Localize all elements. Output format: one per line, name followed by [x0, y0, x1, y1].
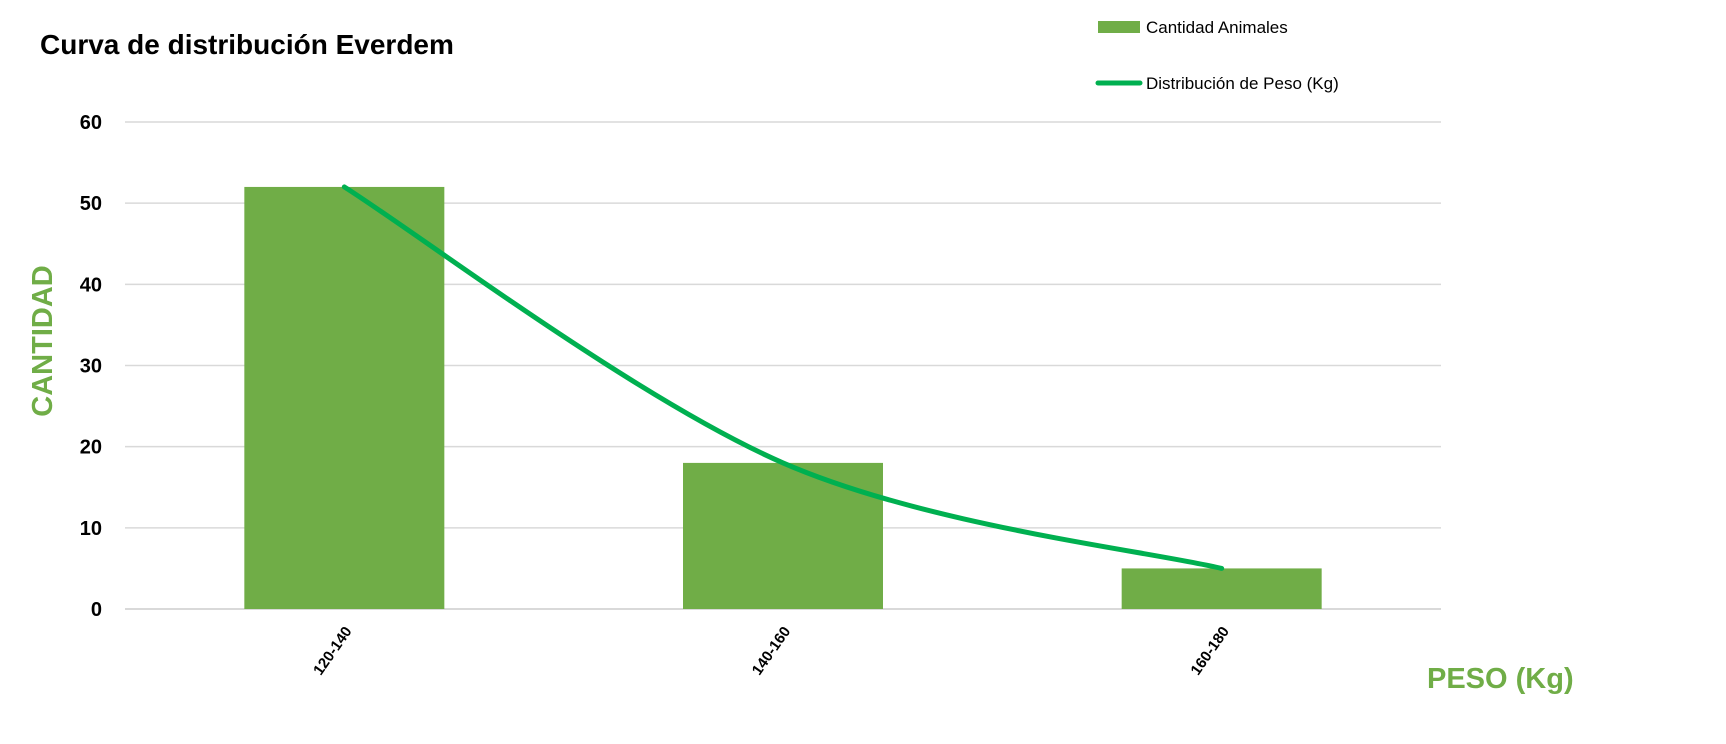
y-axis-ticks: 0 10 20 30 40 50 60 [80, 112, 102, 621]
x-tick-label: 120-140 [310, 624, 356, 679]
y-tick-label: 10 [80, 518, 102, 540]
legend-bar-swatch [1098, 21, 1140, 33]
legend-line-label: Distribución de Peso (Kg) [1146, 74, 1339, 93]
y-tick-label: 50 [80, 193, 102, 215]
x-tick-label: 140-160 [749, 624, 795, 679]
chart-title: Curva de distribución Everdem [40, 29, 454, 60]
bar-140-160 [683, 462, 883, 609]
bar-160-180 [1121, 568, 1322, 609]
legend-bar-label: Cantidad Animales [1146, 18, 1288, 37]
legend: Cantidad Animales Distribución de Peso (… [1095, 18, 1339, 93]
y-tick-label: 30 [80, 356, 102, 378]
bar-120-140 [244, 186, 445, 609]
y-tick-label: 60 [80, 112, 102, 134]
x-tick-label: 160-180 [1187, 624, 1233, 679]
y-tick-label: 0 [91, 599, 102, 621]
distribution-line [341, 184, 1225, 571]
y-tick-label: 40 [80, 274, 102, 296]
x-axis-ticks: 120-140 140-160 160-180 [310, 624, 1233, 679]
y-axis-label: CANTIDAD [27, 265, 59, 416]
x-axis-label: PESO (Kg) [1427, 663, 1574, 695]
y-tick-label: 20 [80, 437, 102, 459]
bars [244, 186, 1322, 609]
